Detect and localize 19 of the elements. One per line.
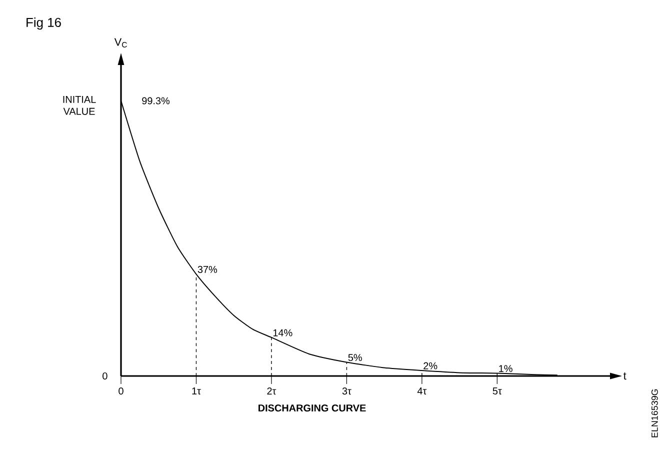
annotation: 99.3%: [142, 97, 170, 104]
x-tick-label: 5τ: [492, 388, 502, 394]
text: INITIAL VALUE: [63, 96, 96, 115]
text: DISCHARGING CURVE: [258, 404, 366, 412]
x-tick-label: 3τ: [342, 388, 352, 395]
x-tick-label: 0: [118, 388, 124, 395]
annotation: 14%: [273, 329, 292, 336]
x-tick-label: 2τ: [267, 388, 276, 395]
x-tick-label: 4τ: [417, 388, 427, 394]
x-tick-label: 1τ: [192, 388, 201, 394]
y-axis-title: V$_{C}$: [114, 38, 127, 48]
text: 0: [102, 372, 108, 380]
chart-title: Fig 16: [26, 18, 61, 30]
text: ELN16539G: [651, 389, 658, 438]
annotation: 5%: [348, 354, 362, 362]
x-axis-title: t: [623, 372, 626, 380]
annotation: 2%: [424, 362, 438, 370]
annotation: 1%: [499, 365, 512, 372]
annotation: 37%: [198, 266, 218, 273]
